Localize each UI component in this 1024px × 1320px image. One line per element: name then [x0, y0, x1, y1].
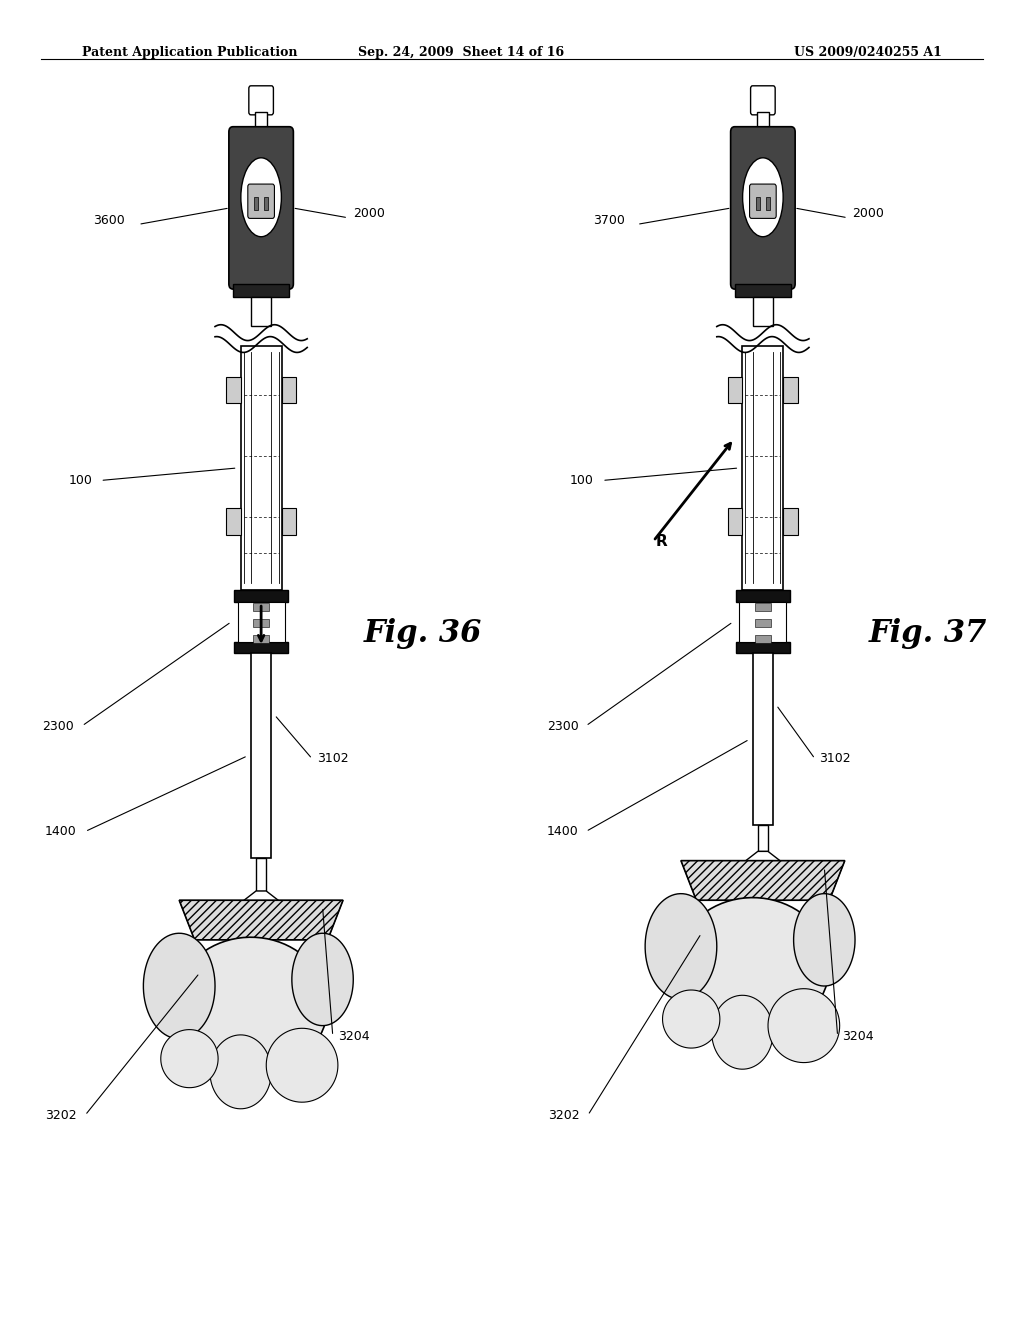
- Polygon shape: [737, 851, 788, 867]
- Ellipse shape: [742, 158, 783, 236]
- Bar: [736, 642, 790, 653]
- Polygon shape: [210, 1035, 271, 1109]
- Text: Fig. 37: Fig. 37: [868, 618, 987, 649]
- Bar: [757, 112, 769, 132]
- Bar: [234, 642, 288, 653]
- FancyBboxPatch shape: [248, 183, 274, 218]
- Bar: [234, 590, 288, 602]
- Text: 3102: 3102: [317, 752, 349, 766]
- Polygon shape: [174, 937, 328, 1074]
- Text: 3204: 3204: [338, 1030, 370, 1043]
- Text: 3204: 3204: [842, 1030, 873, 1043]
- Bar: [251, 297, 271, 326]
- Polygon shape: [663, 990, 720, 1048]
- Text: 1400: 1400: [547, 825, 579, 838]
- Text: 2000: 2000: [852, 207, 884, 220]
- Polygon shape: [236, 891, 287, 907]
- Bar: [756, 197, 760, 210]
- Text: R: R: [655, 533, 667, 549]
- Text: 3202: 3202: [45, 1109, 77, 1122]
- Text: 100: 100: [570, 474, 594, 487]
- Bar: [783, 508, 798, 535]
- Text: US 2009/0240255 A1: US 2009/0240255 A1: [795, 46, 942, 59]
- Text: Patent Application Publication: Patent Application Publication: [82, 46, 297, 59]
- Bar: [254, 197, 258, 210]
- Bar: [226, 376, 241, 403]
- Text: Fig. 36: Fig. 36: [364, 618, 482, 649]
- Polygon shape: [179, 900, 343, 940]
- Bar: [755, 619, 771, 627]
- FancyBboxPatch shape: [751, 86, 775, 115]
- Polygon shape: [794, 894, 855, 986]
- Text: 100: 100: [69, 474, 92, 487]
- Text: 3700: 3700: [593, 214, 625, 227]
- Bar: [253, 619, 269, 627]
- Ellipse shape: [241, 158, 282, 236]
- FancyBboxPatch shape: [750, 183, 776, 218]
- Bar: [753, 653, 773, 825]
- Bar: [755, 635, 771, 643]
- Text: 2300: 2300: [547, 719, 579, 733]
- Bar: [256, 858, 266, 891]
- Polygon shape: [161, 1030, 218, 1088]
- Bar: [755, 603, 771, 611]
- Bar: [728, 376, 742, 403]
- Bar: [728, 508, 742, 535]
- Bar: [282, 376, 296, 403]
- Bar: [735, 284, 792, 297]
- Polygon shape: [676, 898, 829, 1035]
- Text: 1400: 1400: [45, 825, 77, 838]
- Bar: [282, 508, 296, 535]
- Bar: [739, 602, 786, 642]
- Bar: [766, 197, 770, 210]
- Bar: [253, 635, 269, 643]
- FancyBboxPatch shape: [731, 127, 795, 289]
- Text: 3600: 3600: [93, 214, 125, 227]
- Polygon shape: [143, 933, 215, 1039]
- Bar: [241, 346, 282, 590]
- Text: 3202: 3202: [548, 1109, 580, 1122]
- Bar: [238, 602, 285, 642]
- Polygon shape: [681, 861, 845, 900]
- Polygon shape: [712, 995, 773, 1069]
- Bar: [253, 603, 269, 611]
- FancyBboxPatch shape: [229, 127, 293, 289]
- Bar: [736, 590, 790, 602]
- Text: 2300: 2300: [42, 719, 74, 733]
- Bar: [233, 284, 290, 297]
- Text: 3102: 3102: [819, 752, 851, 766]
- Polygon shape: [292, 933, 353, 1026]
- Bar: [255, 112, 267, 132]
- FancyBboxPatch shape: [249, 86, 273, 115]
- Text: 2000: 2000: [353, 207, 385, 220]
- Bar: [758, 825, 768, 851]
- Bar: [742, 346, 783, 590]
- Bar: [264, 197, 268, 210]
- Polygon shape: [768, 989, 840, 1063]
- Bar: [783, 376, 798, 403]
- Bar: [226, 508, 241, 535]
- Bar: [251, 653, 271, 858]
- Polygon shape: [645, 894, 717, 999]
- Bar: [753, 297, 773, 326]
- Polygon shape: [266, 1028, 338, 1102]
- Text: Sep. 24, 2009  Sheet 14 of 16: Sep. 24, 2009 Sheet 14 of 16: [357, 46, 564, 59]
